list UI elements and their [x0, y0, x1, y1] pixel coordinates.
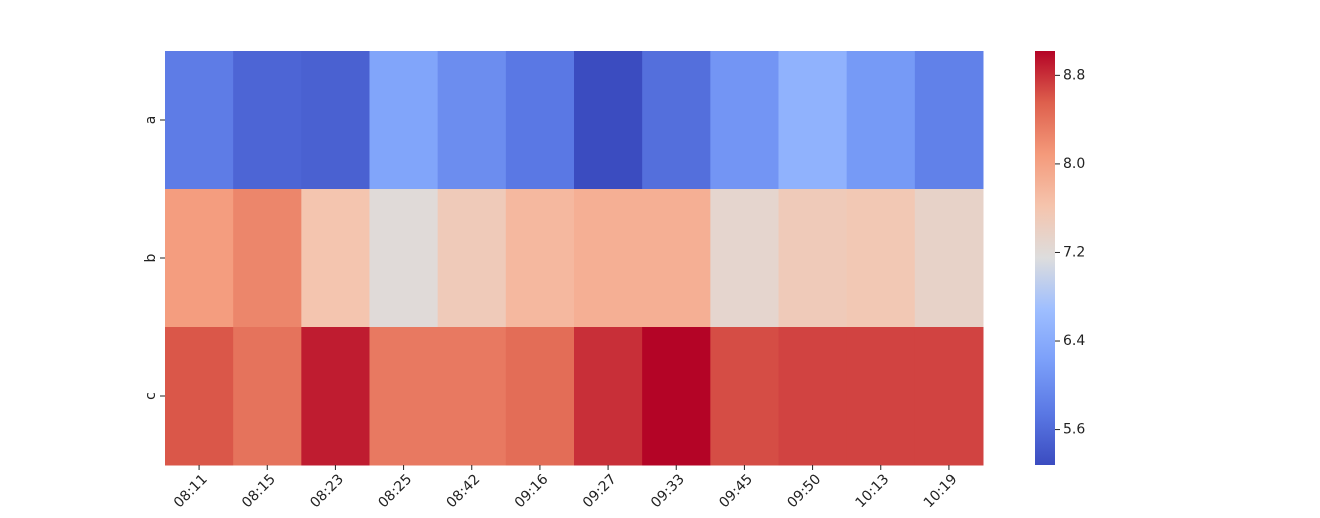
- heatmap-cell: [914, 327, 984, 466]
- heatmap-cell: [301, 189, 370, 328]
- x-tick-label: 09:33: [648, 471, 688, 511]
- x-tick-label: 09:27: [580, 471, 620, 511]
- x-tick-label: 08:42: [444, 471, 484, 511]
- heatmap-cell: [574, 51, 643, 190]
- heatmap-cell: [301, 327, 370, 466]
- heatmap-cell: [369, 51, 439, 190]
- colorbar-tick-label: 5.6: [1063, 422, 1085, 438]
- heatmap-cell: [846, 327, 916, 466]
- heatmap-cell: [505, 51, 575, 190]
- x-tick-label: 10:13: [853, 471, 893, 511]
- heatmap-cell: [778, 51, 848, 190]
- heatmap-cell: [165, 189, 234, 328]
- x-tick-label: 08:15: [239, 471, 279, 511]
- heatmap-cell: [574, 327, 643, 466]
- heatmap-cell: [642, 327, 711, 466]
- colorbar-tick-label: 6.4: [1063, 333, 1085, 349]
- heatmap-cell: [642, 189, 711, 328]
- heatmap-cell: [642, 51, 711, 190]
- heatmap-cell: [778, 327, 848, 466]
- x-tick-label: 09:50: [784, 471, 824, 511]
- heatmap-cell: [710, 51, 779, 190]
- x-tick-label: 08:11: [171, 471, 211, 511]
- colorbar-tick-label: 7.2: [1063, 244, 1085, 260]
- heatmap-cell: [914, 189, 984, 328]
- heatmap-cell: [233, 327, 302, 466]
- heatmap-cell: [574, 189, 643, 328]
- heatmap-cell: [437, 327, 507, 466]
- heatmap-cell: [233, 51, 302, 190]
- x-tick-label: 09:45: [716, 471, 756, 511]
- colorbar-tick-label: 8.0: [1063, 156, 1085, 172]
- heatmap-cell: [846, 189, 916, 328]
- heatmap-cell: [846, 51, 916, 190]
- y-tick-label: c: [143, 392, 159, 400]
- heatmap-cell: [914, 51, 984, 190]
- heatmap-cell: [505, 189, 575, 328]
- colorbar-tick-label: 8.8: [1063, 67, 1085, 83]
- heatmap-cell: [437, 51, 507, 190]
- heatmap-cell: [233, 189, 302, 328]
- heatmap-cell: [778, 189, 848, 328]
- heatmap-cell: [369, 189, 439, 328]
- heatmap-cell: [301, 51, 370, 190]
- heatmap-cell: [165, 51, 234, 190]
- y-tick-label: a: [143, 116, 159, 125]
- x-tick-label: 08:25: [375, 471, 415, 511]
- heatmap-cell: [437, 189, 507, 328]
- x-tick-label: 08:23: [307, 471, 347, 511]
- heatmap-cell: [710, 189, 779, 328]
- heatmap-cell: [505, 327, 575, 466]
- x-tick-label: 09:16: [512, 471, 552, 511]
- heatmap-cell: [165, 327, 234, 466]
- heatmap-cell: [710, 327, 779, 466]
- heatmap-cell: [369, 327, 439, 466]
- colorbar: [1035, 51, 1055, 465]
- y-tick-label: b: [143, 253, 159, 262]
- x-tick-label: 10:19: [921, 471, 961, 511]
